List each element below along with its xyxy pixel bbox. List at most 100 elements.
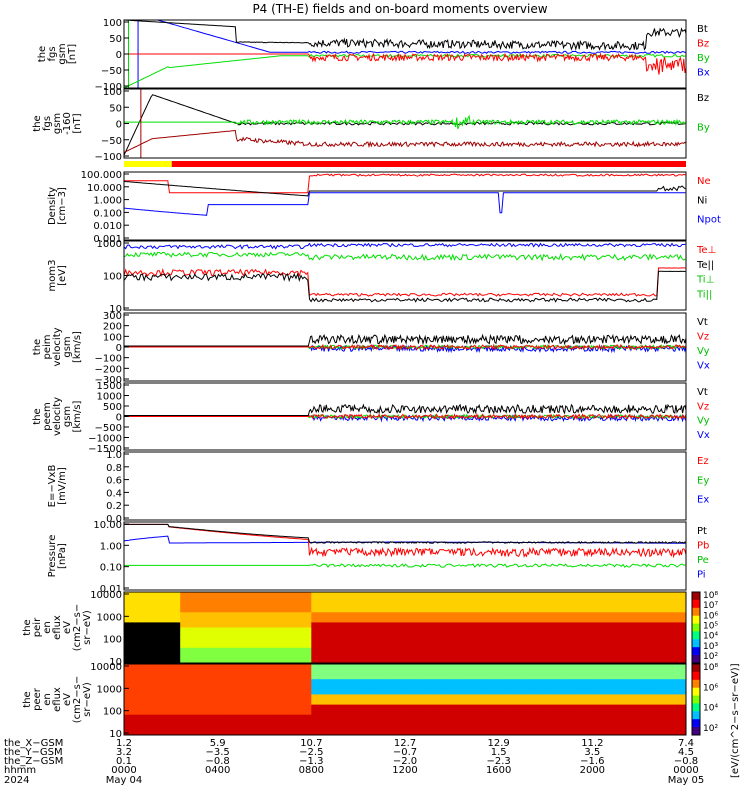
spectrogram-cell: [583, 679, 593, 685]
spectrogram-cell: [330, 592, 340, 598]
spectrogram-cell: [395, 657, 406, 664]
spectrogram-cell: [302, 627, 312, 633]
spectrogram-cell: [442, 642, 453, 649]
spectrogram-cell: [545, 637, 556, 644]
spectrogram-cell: [311, 597, 322, 603]
spectrogram-cell: [583, 617, 593, 623]
spectrogram-cell: [601, 592, 612, 598]
spectrogram-cell: [376, 632, 387, 639]
spectrogram-cell: [414, 602, 425, 608]
spectrogram-cell: [245, 689, 256, 695]
spectrogram-cell: [536, 664, 546, 670]
y-axis-label: eV: [62, 693, 73, 706]
spectrogram-cell: [536, 612, 546, 618]
spectrogram-cell: [498, 729, 509, 736]
y-axis-label: gsm: [57, 43, 68, 64]
series-pt: [124, 523, 687, 545]
spectrogram-cell: [386, 729, 397, 736]
spectrogram-cell: [236, 647, 247, 654]
spectrogram-cell: [554, 694, 565, 700]
spectrogram-cell: [536, 724, 546, 731]
spectrogram-cell: [442, 612, 453, 618]
spectrogram-cell: [508, 647, 518, 654]
spectrogram-cell: [386, 597, 397, 603]
spectrogram-cell: [339, 704, 350, 711]
y-axis-label: fgs: [47, 46, 58, 61]
colorbar-tick: 10⁴: [703, 632, 718, 642]
spectrogram-cell: [629, 689, 640, 695]
spectrogram-cell: [620, 724, 631, 731]
spectrogram-cell: [142, 612, 153, 618]
spectrogram-cell: [508, 652, 518, 659]
spectrogram-cell: [133, 617, 144, 623]
spectrogram-cell: [498, 674, 509, 680]
colorbar-segment: [692, 727, 700, 736]
spectrogram-cell: [667, 647, 678, 654]
spectrogram-cell: [667, 657, 678, 664]
spectrogram-cell: [639, 669, 649, 675]
y-axis-label: eV: [62, 621, 73, 634]
spectrogram-cell: [451, 647, 462, 654]
spectrogram-cell: [198, 617, 209, 623]
spectrogram-cell: [676, 714, 687, 721]
spectrogram-cell: [629, 617, 640, 623]
spectrogram-cell: [376, 637, 387, 644]
spectrogram-cell: [255, 664, 265, 670]
spectrogram-cell: [217, 632, 228, 639]
spectrogram-cell: [517, 652, 528, 659]
spectrogram-cell: [639, 719, 649, 726]
spectrogram-cell: [405, 709, 415, 716]
spectrogram-cell: [180, 627, 190, 633]
spectrogram-cell: [461, 607, 471, 613]
spectrogram-cell: [554, 617, 565, 623]
spectrogram-cell: [554, 724, 565, 731]
spectrogram-cell: [508, 689, 518, 695]
spectrogram-cell: [170, 612, 181, 618]
spectrogram-cell: [386, 622, 397, 628]
spectrogram-cell: [470, 597, 481, 603]
spectrogram-cell: [461, 664, 471, 670]
spectrogram-cell: [283, 642, 293, 649]
spectrogram-cell: [283, 694, 293, 700]
spectrogram-cell: [376, 724, 387, 731]
spectrogram-cell: [498, 642, 509, 649]
spectrogram-cell: [433, 627, 443, 633]
spectrogram-cell: [283, 627, 293, 633]
spectrogram-cell: [189, 689, 200, 695]
spectrogram-cell: [273, 689, 284, 695]
y-tick-label: −100: [95, 82, 122, 93]
spectrogram-cell: [620, 602, 631, 608]
spectrogram-cell: [264, 602, 275, 608]
legend-entry: Te||: [696, 260, 714, 271]
series-pe: [124, 563, 686, 568]
spectrogram-cell: [489, 724, 500, 731]
spectrogram-cell: [545, 602, 556, 608]
legend-entry: Pt: [697, 526, 707, 537]
spectrogram-cell: [311, 602, 322, 608]
spectrogram-cell: [639, 714, 649, 721]
spectrogram-cell: [302, 679, 312, 685]
spectrogram-cell: [302, 714, 312, 721]
y-axis-label: (cm2−s−: [72, 604, 83, 651]
spectrogram-cell: [592, 657, 603, 664]
spectrogram-cell: [508, 607, 518, 613]
spectrogram-cell: [601, 632, 612, 639]
spectrogram-cell: [611, 622, 621, 628]
spectrogram-cell: [283, 719, 293, 726]
spectrogram-cell: [330, 612, 340, 618]
y-tick-label: 1.0: [106, 450, 122, 461]
spectrogram-cell: [657, 657, 668, 664]
spectrogram-cell: [348, 699, 359, 705]
spectrogram-cell: [517, 627, 528, 633]
spectrogram-cell: [592, 612, 603, 618]
spectrogram-cell: [283, 637, 293, 644]
spectrogram-cell: [592, 627, 603, 633]
spectrogram-cell: [676, 724, 687, 731]
spectrogram-cell: [376, 597, 387, 603]
spectrogram-cell: [442, 719, 453, 726]
spectrogram-cell: [423, 714, 434, 721]
spectrogram-cell: [405, 689, 415, 695]
legend-entry: Vt: [697, 317, 708, 328]
spectrogram-cell: [470, 617, 481, 623]
spectrogram-cell: [461, 689, 471, 695]
